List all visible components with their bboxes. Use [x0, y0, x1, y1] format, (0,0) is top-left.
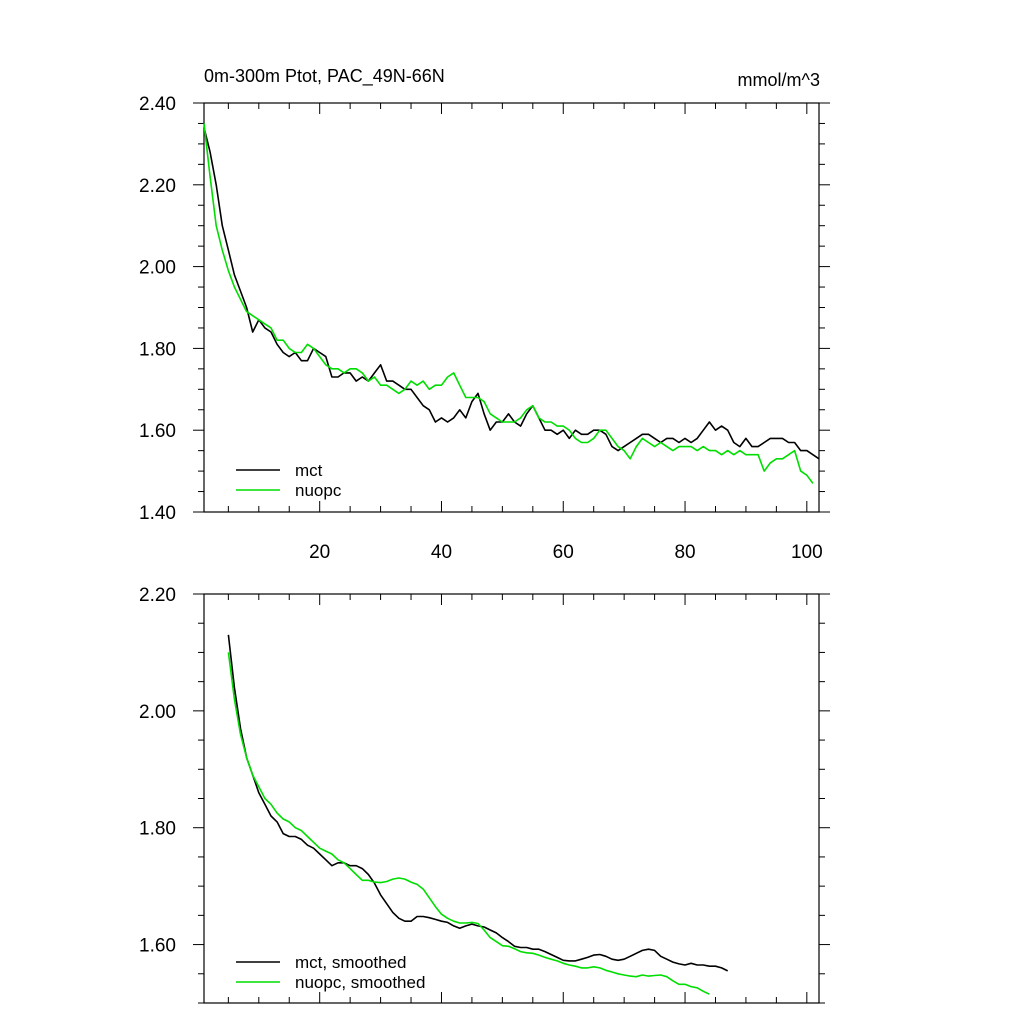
bottom-series	[227, 634, 729, 995]
y-tick-label: 1.60	[139, 421, 176, 442]
x-tick-label: 100	[791, 542, 823, 563]
y-tick-label: 1.80	[139, 339, 176, 360]
x-tick-label: 80	[674, 542, 695, 563]
top-series	[203, 123, 820, 484]
x-tick-label: 60	[553, 542, 574, 563]
x-tick-label: 40	[431, 542, 452, 563]
y-tick-label: 2.40	[139, 94, 176, 115]
bottom-ticks: 1.60 1.80 2.00 2.20	[139, 585, 830, 1004]
legend-label-nuopc-smoothed: nuopc, smoothed	[295, 973, 425, 992]
y-tick-label: 1.40	[139, 503, 176, 524]
units-label: mmol/m^3	[738, 70, 820, 90]
y-tick-label: 1.80	[139, 819, 176, 840]
y-tick-label: 2.00	[139, 702, 176, 723]
chart-title: 0m-300m Ptot, PAC_49N-66N	[204, 66, 445, 87]
bottom-plot-frame	[203, 593, 820, 1004]
y-tick-label: 2.20	[139, 176, 176, 197]
legend-label-mct: mct	[295, 461, 323, 480]
y-tick-label: 1.60	[139, 936, 176, 957]
series-line-mct	[203, 127, 820, 460]
bottom-legend: mct, smoothed nuopc, smoothed	[236, 953, 425, 992]
series-line-nuopc	[203, 123, 814, 484]
top-ticks: 20 40 60 80 100 1.40 1.60 1.80 2.00 2.20 2.40	[139, 94, 830, 563]
y-tick-label: 2.20	[139, 585, 176, 606]
x-tick-label: 20	[309, 542, 330, 563]
y-tick-label: 2.00	[139, 258, 176, 279]
legend-label-nuopc: nuopc	[295, 481, 342, 500]
legend-label-mct-smoothed: mct, smoothed	[295, 953, 407, 972]
bottom-panel: 1.60 1.80 2.00 2.20 mct, smoothed nuopc, sm…	[139, 585, 830, 1004]
top-legend: mct nuopc	[236, 461, 342, 500]
series-line-nuopc-smoothed	[227, 652, 710, 995]
top-panel: 0m-300m Ptot, PAC_49N-66N mmol/m^3 20 40 6…	[139, 66, 830, 563]
series-line-mct-smoothed	[227, 634, 729, 972]
